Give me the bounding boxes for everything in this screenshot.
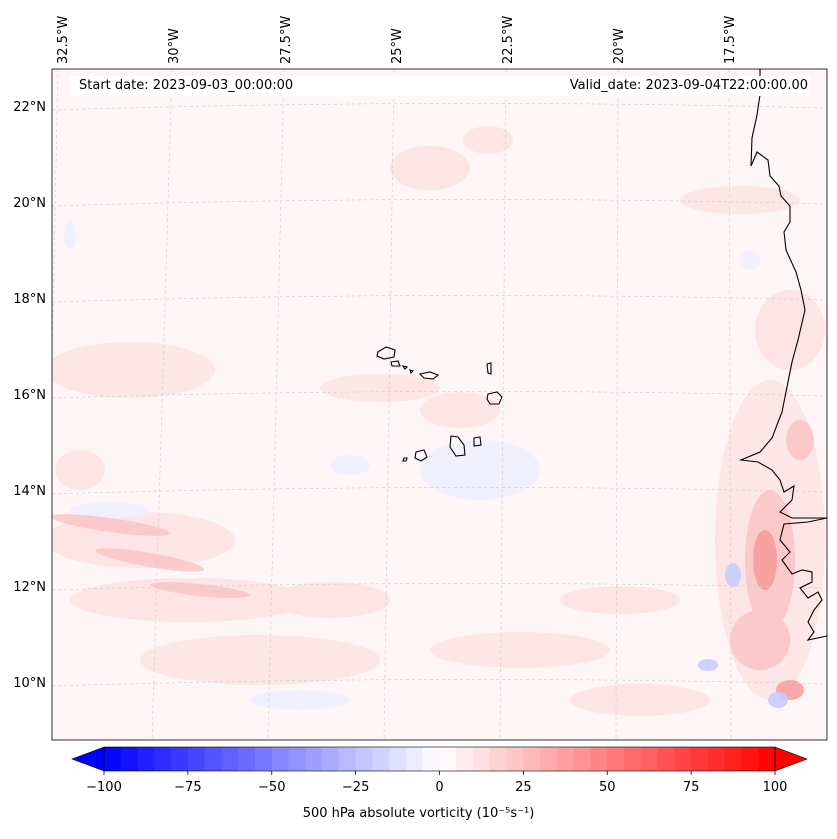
lat-label: 12°N <box>13 580 46 595</box>
colorbar-extend-max <box>774 746 808 772</box>
colorbar-step <box>640 747 659 771</box>
lon-label: 17.5°W <box>723 16 738 64</box>
colorbar: −100 −75 −50 −25 0 25 50 75 100 <box>71 746 808 795</box>
colorbar-tick-label: 75 <box>683 780 700 795</box>
latitude-labels: 22°N 20°N 18°N 16°N 14°N 12°N 10°N <box>13 100 46 691</box>
colorbar-tick-label: 100 <box>763 780 788 795</box>
colorbar-step <box>607 747 625 771</box>
colorbar-step <box>456 747 474 771</box>
lon-label: 32.5°W <box>56 16 71 64</box>
colorbar-step <box>271 747 290 771</box>
colorbar-step <box>405 747 424 771</box>
colorbar-step <box>238 747 256 771</box>
colorbar-step <box>707 747 726 771</box>
colorbar-step <box>691 747 709 771</box>
colorbar-step <box>137 747 155 771</box>
lat-label: 22°N <box>13 100 46 115</box>
start-date-label: Start date: 2023-09-03_00:00:00 <box>79 78 294 93</box>
colorbar-step <box>305 747 323 771</box>
colorbar-tick-label: 0 <box>435 780 443 795</box>
map-frame <box>51 68 828 741</box>
graticule <box>52 69 827 740</box>
colorbar-step <box>556 747 575 771</box>
colorbar-tick-label: 25 <box>515 780 532 795</box>
colorbar-step <box>540 747 558 771</box>
colorbar-step <box>590 747 608 771</box>
colorbar-step <box>741 747 759 771</box>
lat-label: 16°N <box>13 388 46 403</box>
colorbar-step <box>254 747 273 771</box>
africa-coastline <box>738 69 827 641</box>
colorbar-step <box>120 747 139 771</box>
colorbar-step <box>422 747 441 771</box>
colorbar-label: 500 hPa absolute vorticity (10⁻⁵s⁻¹) <box>302 806 535 821</box>
colorbar-step <box>758 747 776 771</box>
valid-date-label: Valid_date: 2023-09-04T22:00:00.00 <box>569 78 808 93</box>
colorbar-step <box>322 747 340 771</box>
colorbar-step <box>624 747 642 771</box>
lon-label: 22.5°W <box>501 16 516 64</box>
lat-label: 14°N <box>13 484 46 499</box>
colorbar-step <box>171 747 189 771</box>
colorbar-tick-label: −50 <box>258 780 285 795</box>
vorticity-field <box>52 69 827 740</box>
colorbar-tick-label: −25 <box>342 780 369 795</box>
colorbar-step <box>506 747 524 771</box>
colorbar-tick-label: −100 <box>86 780 122 795</box>
longitude-labels: 32.5°W 30°W 27.5°W 25°W 22.5°W 20°W 17.5… <box>56 16 738 64</box>
lon-label: 20°W <box>612 28 627 64</box>
colorbar-step <box>489 747 508 771</box>
colorbar-step <box>573 747 592 771</box>
lat-label: 20°N <box>13 196 46 211</box>
colorbar-step <box>389 747 407 771</box>
header-band <box>70 76 810 96</box>
lon-label: 27.5°W <box>279 16 294 64</box>
lat-label: 10°N <box>13 676 46 691</box>
colorbar-step <box>221 747 239 771</box>
colorbar-step <box>724 747 743 771</box>
lat-label: 18°N <box>13 292 46 307</box>
colorbar-step <box>204 747 223 771</box>
colorbar-step <box>187 747 206 771</box>
cape-verde-islands <box>376 346 503 462</box>
colorbar-step <box>674 747 692 771</box>
lon-label: 30°W <box>167 28 182 64</box>
colorbar-step <box>338 747 357 771</box>
colorbar-step <box>657 747 675 771</box>
colorbar-step <box>473 747 491 771</box>
colorbar-step <box>355 747 373 771</box>
colorbar-step <box>154 747 172 771</box>
colorbar-extend-min <box>71 746 105 772</box>
colorbar-step <box>523 747 541 771</box>
colorbar-tick-label: 50 <box>599 780 616 795</box>
colorbar-step <box>439 747 457 771</box>
colorbar-step <box>288 747 306 771</box>
colorbar-step <box>104 747 122 771</box>
lon-label: 25°W <box>390 28 405 64</box>
colorbar-tick-label: −75 <box>174 780 201 795</box>
colorbar-step <box>372 747 390 771</box>
